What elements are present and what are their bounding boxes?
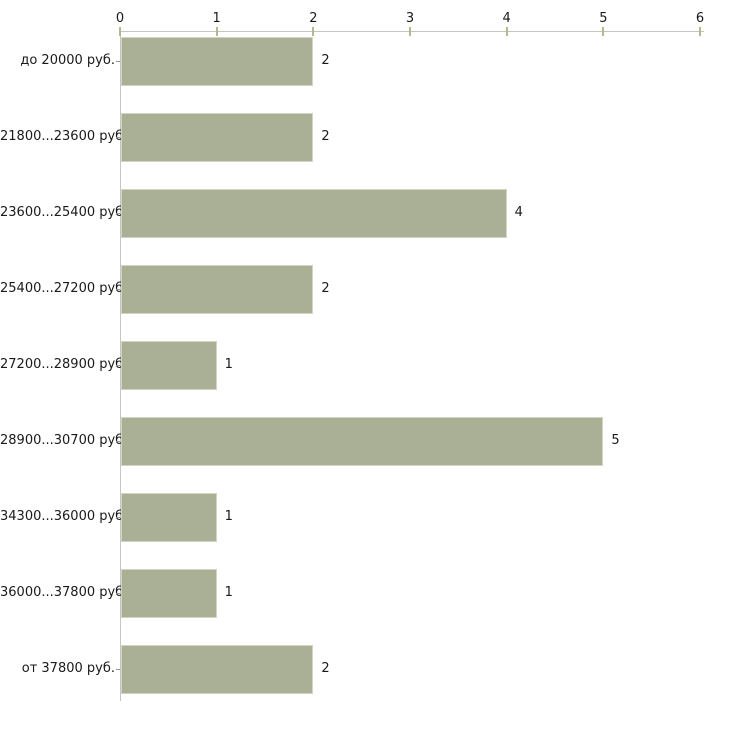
category-label: 25400...27200 руб. bbox=[0, 281, 128, 296]
value-label: 2 bbox=[321, 661, 330, 676]
x-tick-label: 0 bbox=[115, 11, 125, 26]
x-tick-label: 6 bbox=[695, 11, 705, 26]
bar bbox=[121, 340, 217, 390]
value-label: 2 bbox=[321, 281, 330, 296]
value-label: 2 bbox=[321, 129, 330, 144]
x-tick-label: 5 bbox=[599, 11, 608, 26]
bar bbox=[121, 568, 217, 618]
bar bbox=[121, 416, 604, 466]
y-tick-mark bbox=[116, 669, 120, 670]
y-tick-mark bbox=[116, 289, 120, 290]
y-tick-mark bbox=[116, 441, 120, 442]
bar bbox=[121, 492, 217, 542]
value-label: 5 bbox=[611, 433, 620, 448]
category-label: 21800...23600 руб. bbox=[0, 129, 128, 144]
bar bbox=[121, 644, 314, 694]
x-tick-mark bbox=[119, 27, 121, 36]
category-label: 28900...30700 руб. bbox=[0, 433, 128, 448]
value-label: 1 bbox=[224, 357, 233, 372]
x-tick-mark bbox=[312, 27, 315, 36]
category-label: 36000...37800 руб. bbox=[0, 585, 128, 600]
y-tick-mark bbox=[116, 61, 120, 62]
y-tick-mark bbox=[116, 213, 120, 214]
value-label: 4 bbox=[514, 205, 523, 220]
x-tick-mark bbox=[699, 27, 701, 36]
x-tick-mark bbox=[409, 27, 411, 36]
x-tick-label: 3 bbox=[405, 11, 415, 26]
x-tick-mark bbox=[215, 27, 218, 36]
bar bbox=[121, 188, 507, 238]
y-tick-mark bbox=[116, 137, 120, 138]
value-label: 2 bbox=[321, 53, 330, 68]
x-tick-label: 4 bbox=[502, 11, 511, 26]
x-tick-mark bbox=[505, 27, 508, 36]
category-label: 34300...36000 руб. bbox=[0, 509, 128, 524]
value-label: 1 bbox=[224, 509, 233, 524]
y-tick-mark bbox=[116, 365, 120, 366]
y-tick-mark bbox=[116, 517, 120, 518]
category-label: до 20000 руб. bbox=[20, 53, 115, 68]
value-label: 1 bbox=[224, 585, 233, 600]
category-label: от 37800 руб. bbox=[21, 661, 115, 676]
bar bbox=[121, 112, 314, 162]
category-label: 27200...28900 руб. bbox=[0, 357, 128, 372]
y-axis-line bbox=[120, 31, 121, 701]
y-tick-mark bbox=[116, 593, 120, 594]
bar bbox=[121, 264, 314, 314]
category-label: 23600...25400 руб. bbox=[0, 205, 128, 220]
x-tick-label: 2 bbox=[309, 11, 318, 26]
bar bbox=[121, 36, 314, 86]
x-axis-line bbox=[120, 31, 704, 32]
x-tick-mark bbox=[602, 27, 605, 36]
x-tick-label: 1 bbox=[212, 11, 221, 26]
